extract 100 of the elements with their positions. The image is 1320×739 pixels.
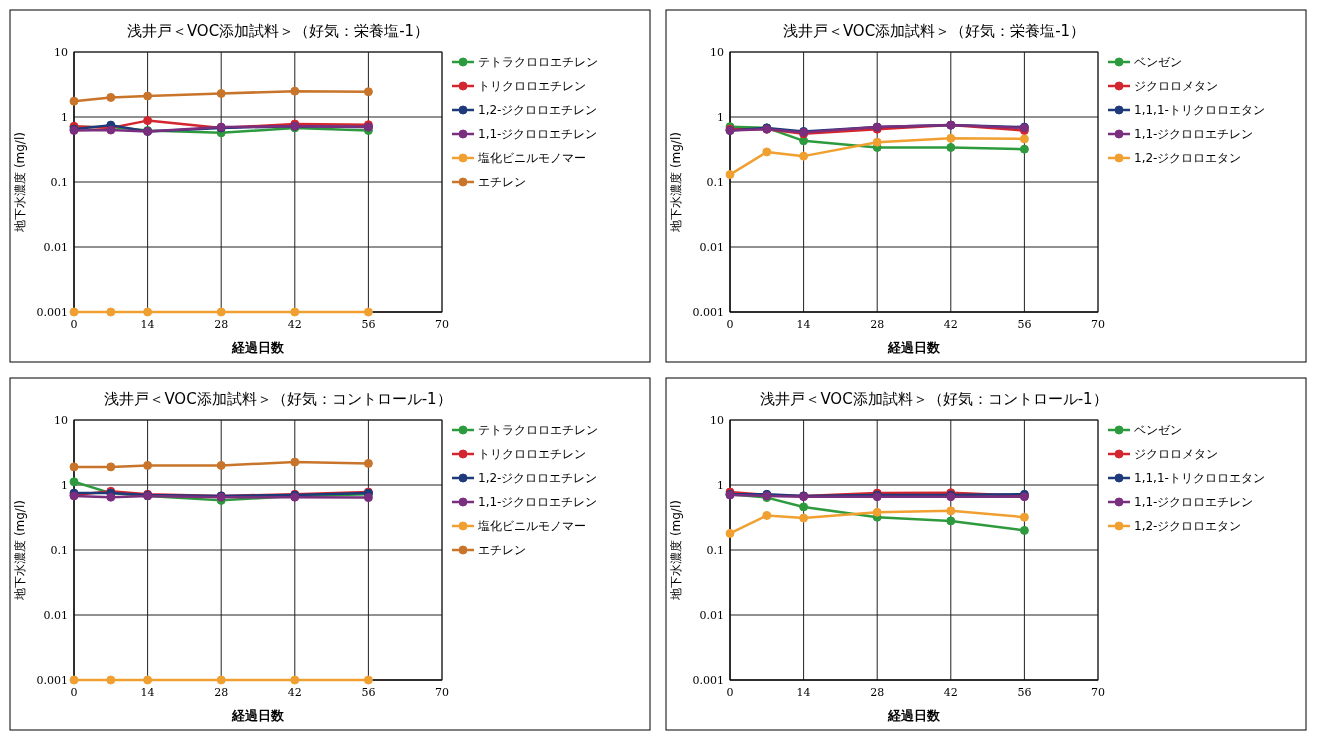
y-tick-label: 0.1 (50, 543, 68, 557)
legend-label: 1,2-ジクロロエチレン (478, 103, 598, 118)
chart-title: 浅井戸＜VOC添加試料＞（好気：コントロール-1） (104, 390, 452, 408)
point (799, 502, 809, 512)
legend-label: トリクロロエチレン (478, 79, 586, 94)
x-tick-label: 28 (870, 318, 885, 331)
y-tick-label: 0.001 (692, 673, 724, 687)
point (872, 137, 882, 147)
point (363, 87, 373, 97)
point (725, 170, 735, 180)
y-tick-label: 1 (717, 478, 724, 492)
x-tick-label: 28 (214, 318, 229, 331)
x-tick-label: 56 (1017, 686, 1032, 699)
x-tick-label: 0 (70, 686, 78, 699)
x-tick-label: 42 (943, 318, 958, 331)
x-axis-title: 経過日数 (887, 708, 941, 723)
point (946, 142, 956, 152)
y-tick-label: 0.01 (699, 240, 724, 254)
y-tick-label: 10 (710, 45, 724, 59)
x-tick-label: 14 (140, 318, 155, 331)
y-tick-label: 0.01 (43, 608, 68, 622)
x-tick-label: 28 (214, 686, 229, 699)
point (725, 528, 735, 538)
point (363, 493, 373, 503)
y-axis-title: 地下水濃度 (mg/l) (13, 500, 27, 601)
y-tick-label: 1 (717, 110, 724, 124)
legend-label: 1,1-ジクロロエチレン (1134, 495, 1254, 510)
x-tick-label: 56 (361, 318, 376, 331)
point (290, 307, 300, 317)
legend-label: テトラクロロエチレン (478, 423, 598, 438)
point (1019, 525, 1029, 535)
y-tick-label: 0.001 (36, 673, 68, 687)
legend-label: エチレン (478, 175, 526, 190)
y-tick-label: 0.1 (50, 175, 68, 189)
chart-title: 浅井戸＜VOC添加試料＞（好気：栄養塩-1） (782, 22, 1086, 40)
x-tick-label: 28 (870, 686, 885, 699)
point (799, 513, 809, 523)
point (143, 460, 153, 470)
x-tick-label: 56 (361, 686, 376, 699)
x-tick-label: 70 (1091, 686, 1105, 699)
point (946, 506, 956, 516)
y-axis-title: 地下水濃度 (mg/l) (13, 132, 27, 233)
x-tick-label: 70 (1091, 318, 1105, 331)
legend-label: ジクロロメタン (1134, 447, 1218, 462)
y-axis-title: 地下水濃度 (mg/l) (669, 500, 683, 601)
point (290, 457, 300, 467)
x-tick-label: 0 (70, 318, 78, 331)
point (216, 307, 226, 317)
y-tick-label: 10 (710, 413, 724, 427)
point (290, 675, 300, 685)
x-axis-title: 経過日数 (231, 340, 285, 355)
point (363, 307, 373, 317)
point (69, 675, 79, 685)
chart-title: 浅井戸＜VOC添加試料＞（好気：コントロール-1） (760, 390, 1108, 408)
legend-label: 1,1-ジクロロエチレン (1134, 127, 1254, 142)
y-tick-label: 1 (61, 110, 68, 124)
x-tick-label: 42 (287, 318, 302, 331)
legend-label: 塩化ビニルモノマー (477, 151, 586, 166)
y-tick-label: 0.01 (43, 240, 68, 254)
point (106, 492, 116, 502)
point (1019, 144, 1029, 154)
legend-label: 1,1,1-トリクロロエタン (1134, 471, 1265, 486)
x-tick-label: 14 (140, 686, 155, 699)
point (946, 516, 956, 526)
y-tick-label: 0.001 (36, 305, 68, 319)
x-tick-label: 42 (943, 686, 958, 699)
point (799, 151, 809, 161)
x-axis-title: 経過日数 (887, 340, 941, 355)
point (872, 507, 882, 517)
point (363, 458, 373, 468)
point (799, 136, 809, 146)
x-tick-label: 42 (287, 686, 302, 699)
x-tick-label: 0 (726, 686, 734, 699)
y-tick-label: 10 (54, 45, 68, 59)
y-tick-label: 0.01 (699, 608, 724, 622)
legend-label: トリクロロエチレン (478, 447, 586, 462)
point (946, 133, 956, 143)
legend-label: 1,2-ジクロロエタン (1134, 151, 1242, 166)
point (1019, 134, 1029, 144)
legend-label: 1,2-ジクロロエチレン (478, 471, 598, 486)
x-tick-label: 14 (796, 686, 811, 699)
legend-label: テトラクロロエチレン (478, 55, 598, 70)
point (106, 307, 116, 317)
legend-label: ベンゼン (1134, 55, 1182, 70)
point (216, 88, 226, 98)
legend-label: ベンゼン (1134, 423, 1182, 438)
point (69, 477, 79, 487)
point (69, 96, 79, 106)
y-axis-title: 地下水濃度 (mg/l) (669, 132, 683, 233)
y-tick-label: 0.001 (692, 305, 724, 319)
legend-label: 1,1,1-トリクロロエタン (1134, 103, 1265, 118)
point (216, 675, 226, 685)
point (69, 462, 79, 472)
point (106, 92, 116, 102)
legend-label: ジクロロメタン (1134, 79, 1218, 94)
legend-label: 1,1-ジクロロエチレン (478, 495, 598, 510)
point (106, 675, 116, 685)
legend-label: 塩化ビニルモノマー (477, 519, 586, 534)
x-tick-label: 70 (435, 318, 449, 331)
x-tick-label: 14 (796, 318, 811, 331)
